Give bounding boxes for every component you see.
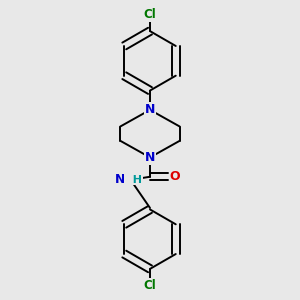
- Text: N: N: [145, 151, 155, 164]
- Text: N: N: [115, 173, 125, 186]
- Text: H: H: [125, 175, 142, 185]
- Text: Cl: Cl: [144, 8, 156, 21]
- Text: Cl: Cl: [144, 279, 156, 292]
- Text: N: N: [145, 103, 155, 116]
- Text: O: O: [170, 170, 180, 183]
